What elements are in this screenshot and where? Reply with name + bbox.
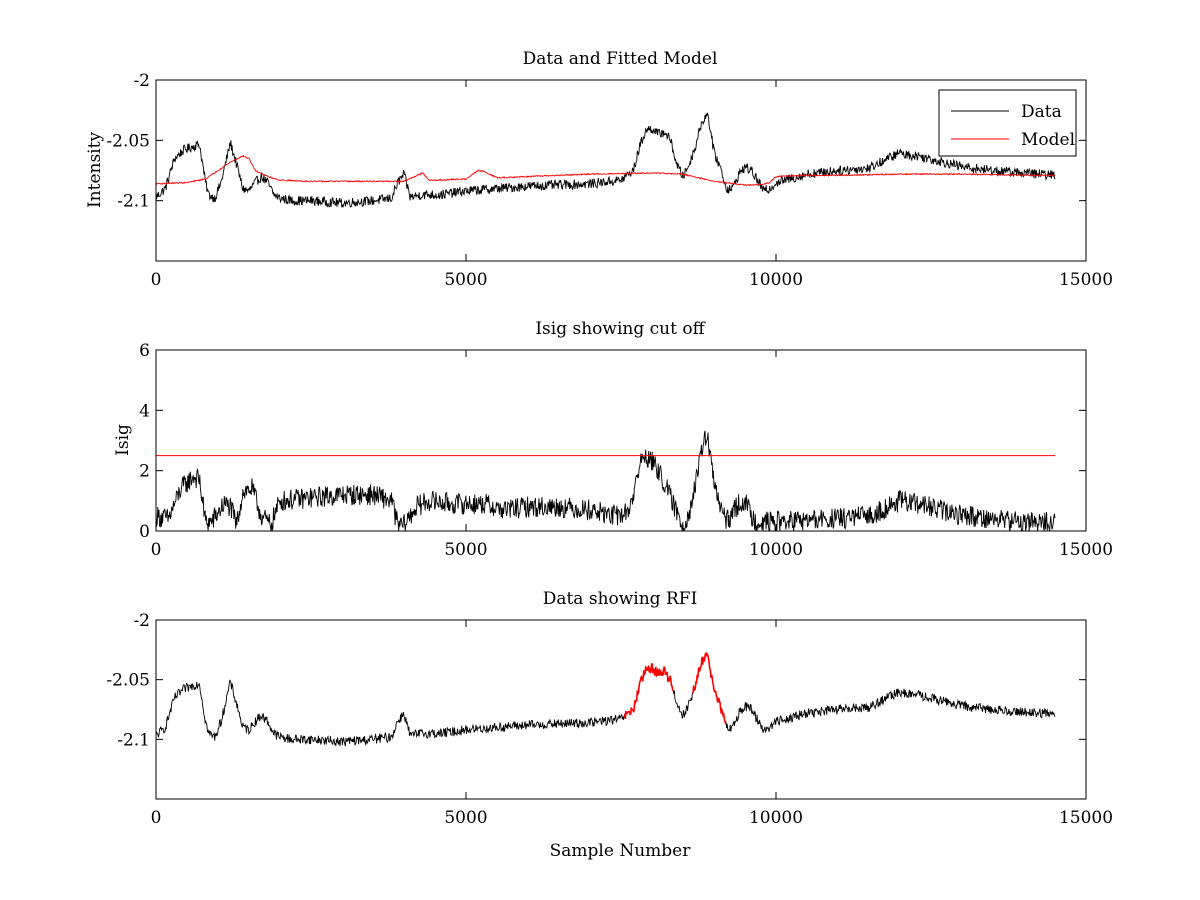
x-tick-label: 5000	[444, 540, 487, 560]
chart-title: Data and Fitted Model	[523, 49, 718, 69]
panel-data-and-model: Data and Fitted Model Intensity 0 5000 100…	[85, 49, 1113, 290]
y-tick-label: 0	[139, 522, 150, 542]
y-axis-label: Isig	[113, 424, 133, 456]
legend: Data Model	[938, 89, 1077, 157]
x-tick-label: 10000	[749, 808, 803, 828]
series-line-isig	[156, 430, 1056, 531]
y-tick-label: 6	[139, 341, 150, 361]
legend-entry-data: Data	[1021, 102, 1062, 122]
plot-area: 0 5000 10000 15000 -2.1 -2.05 -2	[106, 71, 1113, 290]
x-tick-label: 0	[151, 270, 162, 290]
series-line-data	[156, 652, 1056, 747]
x-tick-label: 5000	[444, 270, 487, 290]
axes-frame	[155, 349, 1087, 532]
y-tick-label: -2	[133, 71, 150, 91]
panel-isig: Isig showing cut off Isig 0 5000 10000 1500…	[113, 319, 1113, 560]
axes-frame	[155, 79, 1087, 262]
y-tick-label: -2.05	[106, 131, 150, 151]
plot-area: 0 5000 10000 15000 -2.1 -2.05 -2	[106, 611, 1113, 828]
x-axis-label: Sample Number	[550, 841, 692, 861]
y-tick-label: 4	[139, 401, 150, 421]
y-tick-label: -2.1	[117, 730, 150, 750]
x-tick-label: 10000	[749, 540, 803, 560]
series-line-data	[156, 112, 1056, 208]
y-tick-label: -2	[133, 611, 150, 631]
rfi-segment-1	[692, 652, 727, 725]
series-group	[156, 112, 1056, 208]
series-line-model	[156, 154, 1056, 187]
series-group	[156, 430, 1056, 531]
plot-area: 0 5000 10000 15000 0 2 4 6	[139, 341, 1113, 560]
y-tick-label: 2	[139, 462, 150, 482]
x-tick-label: 0	[151, 540, 162, 560]
y-tick-label: -2.1	[117, 192, 150, 212]
axes-frame	[155, 619, 1087, 800]
x-tick-label: 15000	[1059, 270, 1113, 290]
y-axis-label: Intensity	[85, 132, 105, 208]
x-tick-label: 5000	[444, 808, 487, 828]
legend-box	[938, 89, 1077, 157]
x-tick-label: 10000	[749, 270, 803, 290]
x-tick-label: 0	[151, 808, 162, 828]
rfi-segment-0	[623, 663, 674, 719]
legend-entry-model: Model	[1021, 130, 1075, 150]
chart-title: Data showing RFI	[543, 589, 698, 609]
panel-rfi: Data showing RFI Sample Number 0 5000 1000…	[106, 589, 1113, 861]
x-tick-label: 15000	[1059, 540, 1113, 560]
y-tick-label: -2.05	[106, 671, 150, 691]
series-group	[156, 652, 1056, 747]
chart-title: Isig showing cut off	[535, 319, 706, 339]
x-tick-label: 15000	[1059, 808, 1113, 828]
